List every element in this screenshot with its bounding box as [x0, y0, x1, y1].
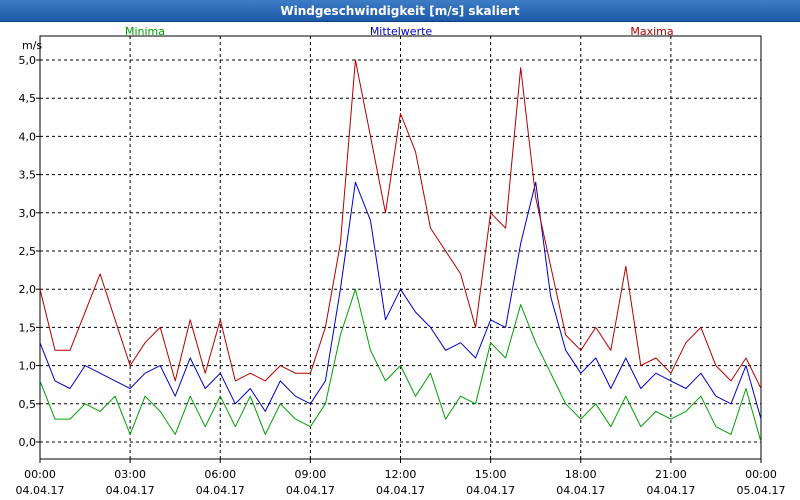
y-axis-label: m/s	[22, 39, 42, 52]
x-tick-date: 04.04.17	[646, 484, 695, 497]
legend-maxima: Maxima	[630, 25, 673, 38]
x-tick-date: 05.04.17	[737, 484, 786, 497]
x-tick-date: 04.04.17	[196, 484, 245, 497]
y-tick-label: 3,5	[19, 169, 37, 182]
y-tick-label: 4,5	[19, 92, 37, 105]
x-tick-date: 04.04.17	[376, 484, 425, 497]
x-tick-date: 04.04.17	[286, 484, 335, 497]
y-tick-label: 3,0	[19, 207, 37, 220]
y-tick-label: 0,5	[19, 398, 37, 411]
x-tick-date: 04.04.17	[466, 484, 515, 497]
x-tick-time: 12:00	[385, 468, 417, 481]
x-tick-time: 00:00	[745, 468, 777, 481]
x-tick-date: 04.04.17	[556, 484, 605, 497]
y-tick-label: 2,0	[19, 283, 37, 296]
x-tick-time: 18:00	[565, 468, 597, 481]
y-tick-label: 2,5	[19, 245, 37, 258]
y-tick-label: 1,5	[19, 321, 37, 334]
x-tick-time: 03:00	[114, 468, 146, 481]
series-line-mittelwerte	[39, 181, 762, 420]
x-tick-time: 21:00	[655, 468, 687, 481]
x-tick-time: 09:00	[295, 468, 327, 481]
y-tick-label: 5,0	[19, 54, 37, 67]
legend-minima: Minima	[125, 25, 165, 38]
x-tick-time: 06:00	[204, 468, 236, 481]
x-tick-date: 04.04.17	[106, 484, 155, 497]
x-tick-time: 00:00	[24, 468, 56, 481]
y-tick-label: 0,0	[19, 436, 37, 449]
series-line-minima	[39, 288, 762, 443]
y-tick-label: 4,0	[19, 130, 37, 143]
series-lines	[39, 59, 762, 443]
x-tick-time: 15:00	[475, 468, 507, 481]
series-line-maxima	[39, 59, 762, 389]
chart-title: Windgeschwindigkeit [m/s] skaliert	[0, 0, 800, 22]
y-tick-label: 1,0	[19, 360, 37, 373]
x-tick-date: 04.04.17	[16, 484, 65, 497]
grid-lines	[40, 36, 761, 459]
legend-mittelwerte: Mittelwerte	[370, 25, 433, 38]
x-axis-ticks: 00:00 04.04.17 03:00 04.04.17 06:00 04.04.17 0…	[16, 459, 786, 497]
y-axis-ticks: 0,0 0,5 1,0 1,5 2,0 2,5 3,0 3,5 4,0 4,5 5,0	[19, 54, 40, 449]
